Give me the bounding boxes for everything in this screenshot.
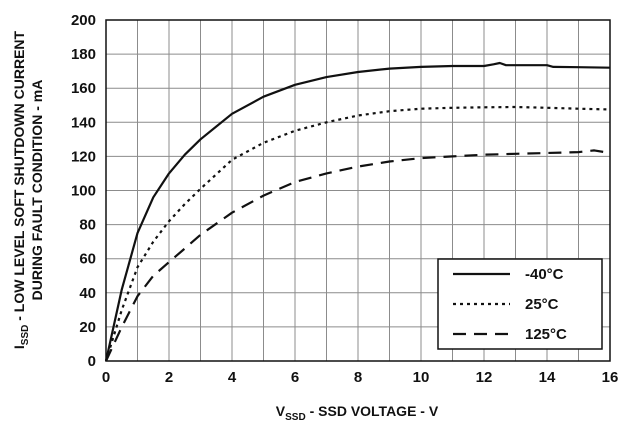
series-line-1 [104,61,611,362]
x-axis-title: VSSD - SSD VOLTAGE - V [276,403,439,423]
series-lines [104,61,611,362]
y-axis-title-suffix: - LOW LEVEL SOFT SHUTDOWN CURRENT [11,30,27,324]
legend: -40°C 25°C 125°C [437,258,603,350]
y-tick-label: 40 [79,285,96,302]
y-axis-title-sub: SSD [20,325,31,346]
x-tick-label: 8 [354,369,362,386]
y-tick-label: 0 [88,353,96,370]
y-axis-title-prefix: I [11,345,27,349]
x-tick-label: 6 [291,369,299,386]
y-tick-label: 180 [71,46,96,63]
y-tick-label: 60 [79,251,96,268]
y-tick-label: 200 [71,12,96,29]
legend-label: 25°C [525,296,559,313]
plot-frame [105,19,611,362]
x-tick-label: 0 [102,369,110,386]
x-tick-labels: 0 2 4 6 8 10 12 14 16 [102,369,619,386]
legend-label: 125°C [525,326,567,343]
x-axis-title-sub: SSD [285,412,306,423]
x-axis-title-prefix: V [276,403,286,419]
y-tick-label: 160 [71,80,96,97]
y-axis-title-line1: ISSD - LOW LEVEL SOFT SHUTDOWN CURRENT [11,30,31,349]
series-line-2 [104,105,611,362]
y-tick-labels: 0 20 40 60 80 100 120 140 160 180 200 [71,12,96,370]
x-tick-label: 12 [476,369,493,386]
x-tick-label: 10 [413,369,430,386]
x-axis-title-suffix: - SSD VOLTAGE - V [306,403,439,419]
x-tick-label: 14 [539,369,556,386]
y-tick-label: 20 [79,319,96,336]
series-line-3 [105,149,611,362]
x-tick-label: 4 [228,369,237,386]
y-tick-label: 100 [71,183,96,200]
y-tick-label: 140 [71,114,96,131]
x-tick-label: 16 [602,369,619,386]
legend-label: -40°C [525,266,564,283]
y-tick-label: 120 [71,148,96,165]
x-tick-label: 2 [165,369,173,386]
y-tick-label: 80 [79,217,96,234]
y-axis-title-line2: DURING FAULT CONDITION - mA [29,80,45,301]
